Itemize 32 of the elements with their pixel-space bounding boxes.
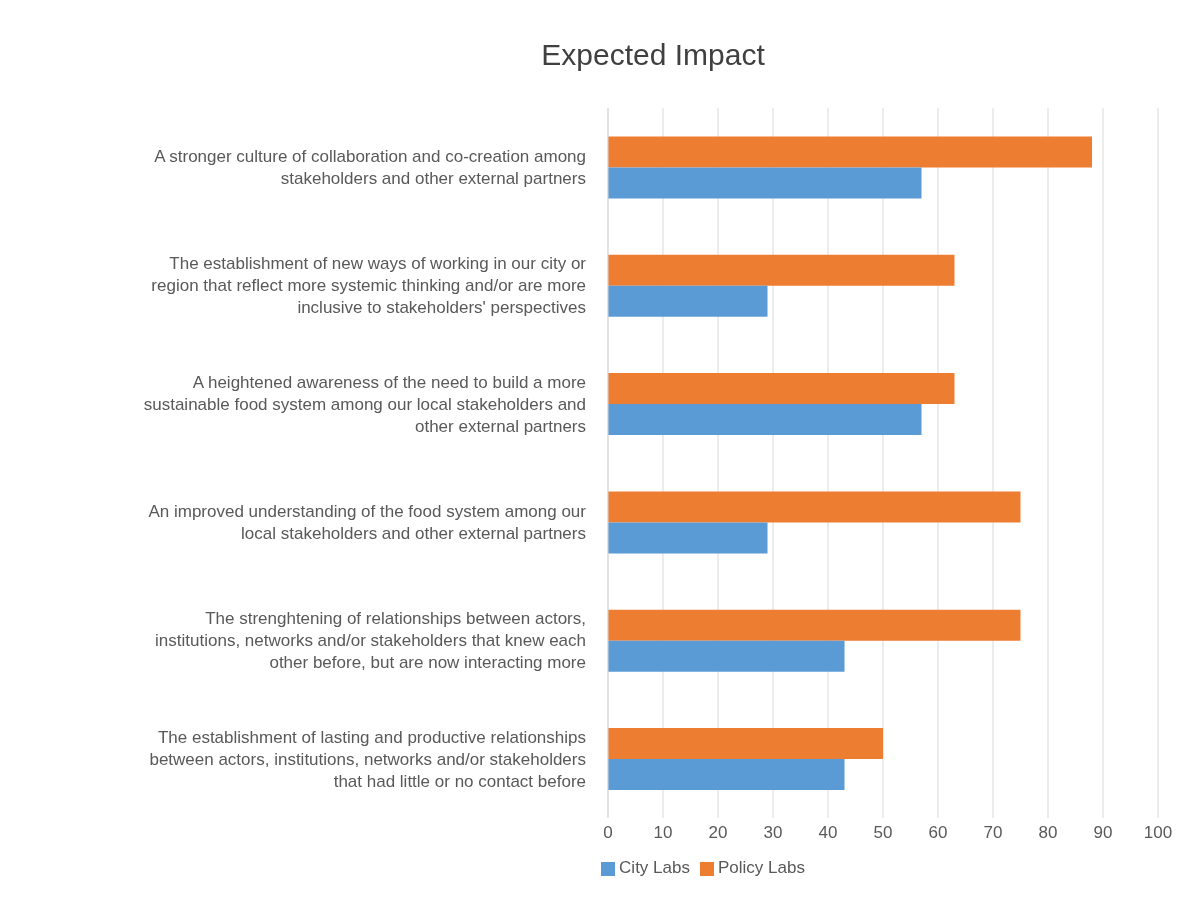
x-tick-label: 50 xyxy=(873,823,893,843)
legend-label: City Labs xyxy=(619,858,690,877)
bar xyxy=(608,136,1092,168)
x-tick-label: 30 xyxy=(763,823,783,843)
bar xyxy=(608,609,1021,641)
chart-title: Expected Impact xyxy=(540,37,766,73)
bar xyxy=(608,759,845,791)
x-tick-label: 0 xyxy=(603,823,613,843)
x-tick-label: 70 xyxy=(983,823,1003,843)
x-tick-label: 90 xyxy=(1093,823,1113,843)
x-tick-label: 40 xyxy=(818,823,838,843)
x-tick-label: 60 xyxy=(928,823,948,843)
bar xyxy=(608,728,883,760)
bar xyxy=(608,640,845,672)
x-tick-label: 80 xyxy=(1038,823,1058,843)
bar xyxy=(608,254,955,286)
bar xyxy=(608,491,1021,523)
bar xyxy=(608,373,955,405)
y-tick-label: The strenghtening of relationships between actors, institutions, networks and/or stakeholders that knew each other before, but are now interacting more xyxy=(155,609,586,673)
y-tick-label: The establishment of new ways of working in our city or region that reflect more systemic thinking and/or are more inclusive to stakeholders' perspectives xyxy=(151,254,587,318)
bar xyxy=(608,404,922,436)
y-tick-label: A stronger culture of collaboration and co-creation among stakeholders and other external partners xyxy=(154,147,586,189)
y-tick-label: An improved understanding of the food system among our local stakeholders and other external partners xyxy=(148,502,587,544)
bar xyxy=(608,285,768,317)
bar xyxy=(608,167,922,199)
x-tick-label: 100 xyxy=(1143,823,1173,843)
x-tick-label: 10 xyxy=(653,823,673,843)
y-tick-label: A heightened awareness of the need to build a more sustainable food system among our local stakeholders and other external partners xyxy=(143,372,586,436)
y-tick-label: The establishment of lasting and productive relationships between actors, institutions, networks and/or stakeholders that had little or no contact before xyxy=(149,727,586,791)
x-tick-label: 20 xyxy=(708,823,728,843)
bar xyxy=(608,522,768,554)
legend-label: Policy Labs xyxy=(717,858,805,877)
